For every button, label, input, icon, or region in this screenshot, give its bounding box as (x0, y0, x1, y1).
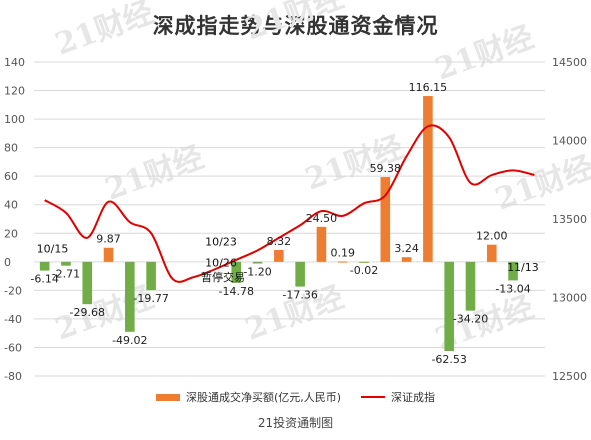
y-left-tick-label: -80 (4, 370, 22, 383)
bar-value-label: 116.15 (409, 81, 448, 94)
watermark-text: 21财经 (431, 20, 539, 88)
y-left-tick-label: 100 (4, 113, 25, 126)
bar (380, 177, 391, 262)
y-right-tick-label: 13000 (552, 292, 587, 305)
bar (146, 261, 156, 291)
legend-label-line: 深证成指 (391, 391, 436, 404)
bar-value-label: -1.20 (243, 266, 271, 279)
bar (401, 257, 412, 262)
y-left-tick-label: 140 (4, 56, 25, 69)
bar-value-label: -29.68 (69, 306, 104, 319)
legend-label-bars: 深股通成交净买额(亿元,人民币) (185, 391, 342, 404)
bar-value-label: -62.53 (431, 353, 466, 366)
bar-value-label: -14.78 (219, 285, 254, 298)
annotation-label: 10/26 (205, 257, 237, 270)
y-right-tick-label: 12500 (552, 370, 587, 383)
bar-value-label: -34.20 (453, 313, 488, 326)
bar (39, 261, 50, 271)
bar (444, 261, 454, 352)
bar (103, 247, 114, 262)
bar (423, 96, 433, 262)
y-left-tick-label: 80 (4, 142, 18, 155)
bar-series (39, 96, 518, 352)
legend-item-bars: 深股通成交净买额(亿元,人民币) (155, 389, 342, 405)
annotation-label: 10/15 (37, 242, 69, 255)
line-series (44, 124, 535, 283)
bar-value-label: -49.02 (112, 334, 147, 347)
bar-value-label: 3.24 (394, 242, 419, 255)
legend: 深股通成交净买额(亿元,人民币) 深证成指 (0, 389, 591, 405)
y-axis-left: 140 120 100 80 60 40 20 0 -20 -40 -60 -80 (4, 56, 25, 383)
bar-value-label: -17.36 (282, 289, 317, 302)
bar (252, 261, 263, 264)
bar-value-label: -0.02 (350, 264, 378, 277)
y-left-tick-label: 120 (4, 85, 25, 98)
bar-value-label: -19.77 (133, 292, 168, 305)
watermark-text: 21财经 (51, 0, 159, 63)
y-right-tick-label: 13500 (552, 213, 587, 226)
bar (231, 261, 242, 283)
annotation-label: 暂停交易 (201, 270, 245, 284)
bar (359, 261, 369, 263)
legend-swatch-line (361, 396, 386, 398)
bar-value-label: 0.19 (330, 247, 355, 260)
legend-swatch-bars (155, 393, 180, 401)
y-left-tick-label: -40 (4, 313, 22, 326)
gridlines (34, 61, 545, 377)
y-left-tick-label: 0 (4, 256, 11, 269)
y-left-tick-label: 60 (4, 170, 18, 183)
y-right-tick-label: 14000 (552, 135, 587, 148)
bar-value-label: -2.71 (52, 268, 80, 281)
footer-credit: 21投资通制图 (257, 416, 334, 430)
bar (316, 226, 327, 262)
annotation-label: 10/23 (205, 235, 237, 248)
bar-value-label: 12.00 (476, 230, 508, 243)
y-left-tick-label: -20 (4, 284, 22, 297)
y-left-tick-label: 20 (4, 227, 18, 240)
data-labels: -6.14-2.71 -29.68 9.87 -49.02 -19.77 -14.78 -1… (30, 81, 530, 366)
watermark-text: 21财经 (101, 140, 209, 208)
y-right-tick-label: 14500 (552, 56, 587, 69)
bar (61, 261, 71, 266)
bar-value-label: 59.38 (370, 162, 402, 175)
annotation-label: 11/13 (507, 261, 539, 274)
y-axis-right: 14500 14000 13500 13000 12500 (552, 56, 587, 383)
bar (486, 244, 497, 262)
y-left-tick-label: 40 (4, 199, 18, 212)
bar (125, 261, 135, 332)
bar-value-label: -6.14 (30, 273, 58, 286)
index-line (44, 124, 535, 283)
bar-value-label: 8.32 (267, 235, 292, 248)
legend-item-line: 深证成指 (361, 389, 435, 405)
bar-value-label: 24.50 (306, 212, 338, 225)
bar (295, 261, 305, 287)
bar-value-label: 9.87 (96, 233, 121, 246)
chart-title: 深成指走势与深股通资金情况 (152, 14, 439, 38)
bar (465, 261, 476, 311)
watermark-text: 21财经 (241, 0, 349, 48)
bar (82, 261, 93, 305)
bar (274, 249, 284, 262)
y-left-tick-label: -60 (4, 341, 22, 354)
bar (337, 261, 348, 263)
bar (508, 261, 518, 281)
watermark-text: 21财经 (491, 150, 591, 218)
bar-value-label: -13.04 (495, 282, 530, 295)
